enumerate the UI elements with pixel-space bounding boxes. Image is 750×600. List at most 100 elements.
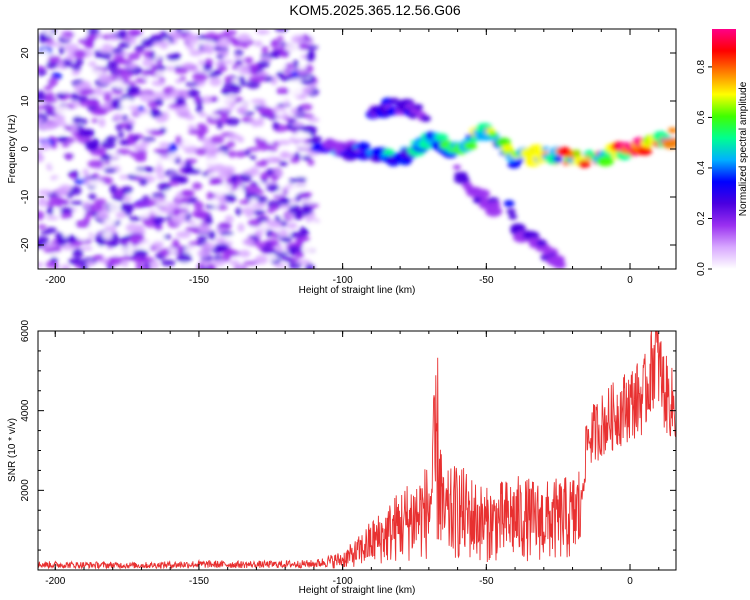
heatmap-ridge-cell	[457, 171, 468, 179]
heatmap-cell	[88, 179, 105, 188]
heatmap-cell	[241, 207, 255, 215]
heatmap-cell	[188, 124, 196, 131]
heatmap-cell	[259, 172, 270, 181]
heatmap-cell	[267, 254, 279, 261]
heatmap-ytick-label: -10	[20, 189, 31, 204]
heatmap-cell	[141, 70, 151, 77]
heatmap-cell	[218, 222, 232, 230]
heatmap-cell	[83, 211, 93, 217]
heatmap-cell	[296, 65, 307, 71]
heatmap-cell	[92, 254, 104, 261]
heatmap-cell	[257, 60, 270, 69]
heatmap-cell	[162, 111, 169, 121]
heatmap-cell	[202, 260, 210, 268]
heatmap-cell	[296, 259, 311, 265]
heatmap-cell	[290, 157, 300, 164]
heatmap-cell	[113, 113, 123, 122]
heatmap-cell	[296, 94, 308, 100]
heatmap-cell	[47, 201, 56, 207]
heatmap-ridge-cell	[578, 160, 591, 168]
heatmap-cell	[278, 160, 288, 167]
line-xtick-label: -150	[189, 576, 209, 587]
heatmap-cell	[94, 86, 103, 97]
heatmap-cell	[226, 141, 236, 148]
heatmap-cell	[46, 193, 60, 198]
heatmap-cell	[118, 41, 131, 49]
heatmap-cell	[193, 95, 201, 105]
heatmap-ridge-cell	[501, 144, 514, 152]
heatmap-cell	[46, 206, 54, 216]
heatmap-cell	[274, 263, 287, 269]
heatmap-cell	[89, 203, 104, 213]
heatmap-cell	[180, 29, 197, 32]
heatmap-ytick-label: -20	[20, 237, 31, 252]
heatmap-cell	[130, 169, 143, 176]
heatmap-cell	[299, 226, 307, 233]
heatmap-cell	[125, 223, 139, 233]
heatmap-cell	[153, 70, 165, 76]
heatmap-cell	[224, 193, 237, 203]
heatmap-cell	[251, 120, 259, 128]
heatmap-cell	[140, 140, 151, 146]
heatmap-cell	[248, 226, 256, 236]
heatmap-cell	[98, 117, 106, 128]
heatmap-cell	[237, 136, 245, 143]
heatmap-cell	[217, 65, 228, 72]
heatmap-cell	[121, 260, 129, 268]
heatmap-cell	[184, 160, 192, 168]
heatmap-cell	[72, 115, 84, 124]
heatmap-cell	[186, 43, 195, 51]
heatmap-cell	[103, 167, 117, 174]
heatmap-cell	[273, 63, 288, 71]
heatmap-cell	[195, 104, 203, 114]
heatmap-cell	[127, 31, 144, 36]
heatmap-cell	[95, 39, 104, 50]
heatmap-cell	[121, 185, 133, 195]
heatmap-ridge-cell	[421, 115, 429, 120]
heatmap-cell	[108, 202, 120, 213]
heatmap-cell	[45, 215, 59, 221]
heatmap-cell	[205, 148, 218, 156]
heatmap-cell	[257, 75, 267, 81]
heatmap-cell	[130, 238, 139, 247]
heatmap-cell	[127, 132, 135, 143]
heatmap-cell	[142, 137, 156, 142]
heatmap-cell	[302, 204, 309, 211]
heatmap-ridge-cell	[508, 214, 518, 220]
heatmap-ridge-cell	[463, 141, 477, 151]
heatmap-cell	[212, 197, 220, 208]
heatmap-cell	[304, 263, 315, 269]
heatmap-cell	[119, 174, 130, 180]
heatmap-cell	[229, 103, 236, 109]
heatmap-cell	[153, 148, 170, 155]
heatmap-cell	[273, 194, 285, 199]
heatmap-cell	[186, 196, 198, 204]
heatmap-cell	[101, 230, 113, 240]
heatmap-cell	[91, 118, 99, 123]
heatmap-ridge-cell	[488, 131, 498, 138]
heatmap-cell	[275, 87, 290, 95]
heatmap-cell	[248, 166, 260, 177]
heatmap-cell	[120, 70, 133, 79]
heatmap-cell	[133, 249, 149, 257]
heatmap-cell	[141, 265, 153, 269]
heatmap-cell	[40, 230, 52, 235]
heatmap-cell	[255, 254, 269, 265]
heatmap-cell	[88, 69, 105, 76]
heatmap-cell	[306, 52, 315, 62]
heatmap-ridge-cell	[408, 112, 418, 119]
heatmap-cell	[186, 220, 196, 225]
line-xtick-label: -50	[479, 576, 494, 587]
heatmap-cell	[287, 257, 294, 262]
heatmap-cell	[162, 234, 172, 240]
heatmap-cell	[276, 139, 291, 145]
heatmap-cell	[60, 264, 71, 269]
heatmap-cell	[66, 219, 75, 228]
heatmap-cell	[78, 38, 86, 44]
heatmap-cell	[242, 238, 255, 246]
heatmap-cell	[174, 157, 181, 164]
heatmap-cell	[83, 215, 91, 222]
heatmap-cell	[81, 88, 96, 96]
heatmap-cell	[129, 151, 137, 158]
heatmap-cell	[38, 210, 45, 221]
